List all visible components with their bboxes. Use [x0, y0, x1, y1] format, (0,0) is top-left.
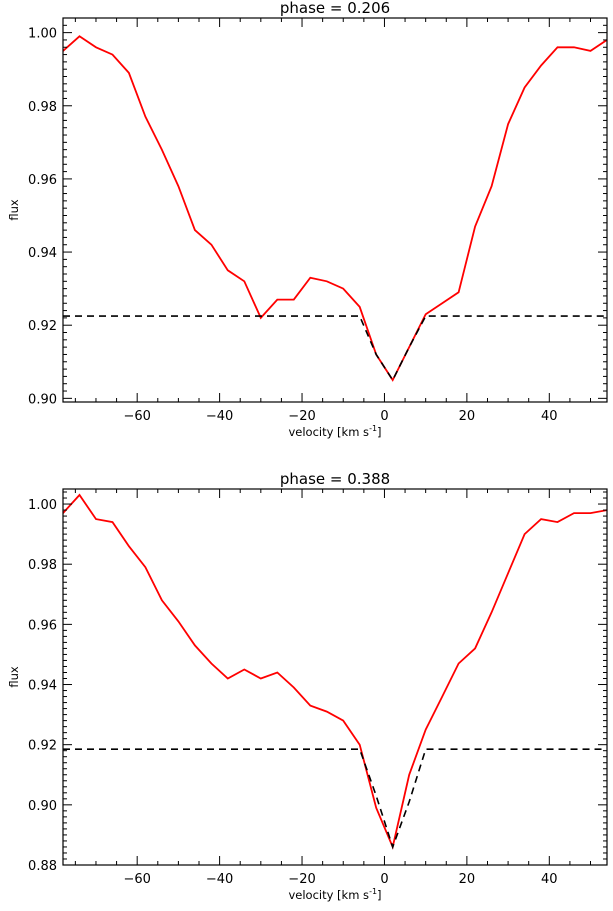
x-axis-label: velocity [km s-1] [288, 887, 381, 902]
x-tick-label: 20 [459, 409, 476, 424]
series-line-flux [63, 493, 607, 850]
series-line-dashed [63, 315, 607, 382]
series-line-flux [63, 35, 607, 382]
chart-title: phase = 0.206 [280, 0, 390, 17]
plot-frame [62, 488, 608, 866]
y-tick-label: 0.92 [28, 319, 57, 334]
plot-frame [62, 17, 608, 403]
y-tick-label: 0.88 [28, 859, 57, 874]
y-tick-label: 0.94 [28, 246, 57, 261]
x-tick-label: −40 [206, 872, 233, 887]
x-tick-label: −20 [288, 409, 315, 424]
y-tick-label: 0.92 [28, 739, 57, 754]
y-tick-label: 0.90 [28, 392, 57, 407]
x-tick-label: 40 [541, 409, 558, 424]
x-tick-label: 40 [541, 872, 558, 887]
y-tick-label: 1.00 [28, 498, 57, 513]
x-tick-label: −20 [288, 872, 315, 887]
y-axis-label: flux [7, 199, 21, 221]
y-axis-label: flux [7, 666, 21, 688]
chart-panel-1: phase = 0.206 −60 −40 −20 0 20 40 0.90 0.92 0.94 0… [7, 0, 608, 439]
x-tick-label: 0 [380, 409, 388, 424]
y-tick-label: 1.00 [28, 27, 57, 42]
chart-panel-2: phase = 0.388 −60 −40 −20 0 20 40 0.88 0.90 0.92 0… [7, 470, 608, 902]
chart-title: phase = 0.388 [280, 470, 390, 488]
y-tick-label: 0.96 [28, 173, 57, 188]
y-tick-label: 0.98 [28, 558, 57, 573]
x-tick-label: 20 [459, 872, 476, 887]
y-tick-label: 0.96 [28, 618, 57, 633]
y-tick-label: 0.98 [28, 100, 57, 115]
x-tick-label: −40 [206, 409, 233, 424]
series-line-dashed [63, 748, 607, 850]
x-tick-label: −60 [123, 409, 150, 424]
x-tick-label: 0 [380, 872, 388, 887]
x-axis-label: velocity [km s-1] [288, 424, 381, 439]
y-tick-label: 0.90 [28, 799, 57, 814]
y-tick-label: 0.94 [28, 679, 57, 694]
x-tick-label: −60 [123, 872, 150, 887]
